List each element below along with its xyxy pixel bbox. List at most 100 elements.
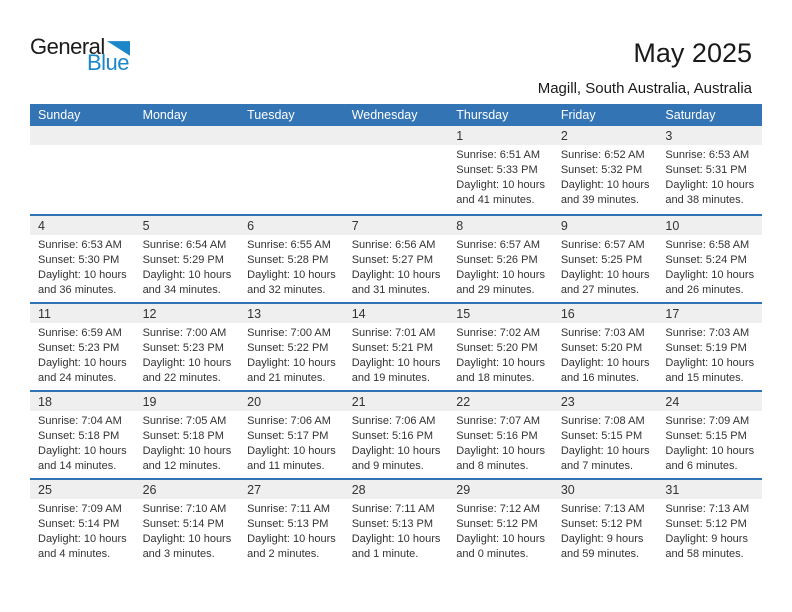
daylight-minutes-text: and 7 minutes.	[560, 460, 633, 472]
day-info: Sunrise: 7:11 AM Sunset: 5:13 PM Daylight:…	[344, 499, 449, 562]
day-number: 6	[239, 216, 344, 235]
day-number: 15	[448, 304, 553, 323]
daylight-hours-text: Daylight: 10 hours	[665, 357, 755, 369]
day-info: Sunrise: 7:01 AM Sunset: 5:21 PM Daylight:…	[344, 323, 449, 386]
daylight-hours-text: Daylight: 10 hours	[38, 357, 127, 369]
sunset-text: Sunset: 5:14 PM	[38, 518, 120, 530]
day-info: Sunrise: 6:59 AM Sunset: 5:23 PM Daylight:…	[30, 323, 135, 386]
day-number: 26	[134, 480, 240, 499]
day-info: Sunrise: 7:11 AM Sunset: 5:13 PM Daylight:…	[239, 499, 344, 562]
day-cell: 11 Sunrise: 6:59 AM Sunset: 5:23 PM Dayligh…	[30, 304, 135, 390]
daylight-hours-text: Daylight: 10 hours	[351, 533, 441, 545]
sunset-text: Sunset: 5:30 PM	[38, 254, 120, 266]
logo-text-blue: Blue	[86, 50, 130, 75]
sunset-text: Sunset: 5:31 PM	[665, 164, 747, 176]
sunset-text: Sunset: 5:13 PM	[247, 518, 329, 530]
daylight-minutes-text: and 34 minutes.	[142, 284, 221, 296]
week-row: 1 Sunrise: 6:51 AM Sunset: 5:33 PM Daylight…	[30, 126, 762, 214]
day-number: 23	[552, 392, 658, 411]
location-subtitle: Magill, South Australia, Australia	[537, 80, 752, 97]
day-info: Sunrise: 6:57 AM Sunset: 5:26 PM Daylight:…	[448, 235, 553, 298]
day-number: 25	[30, 480, 135, 499]
daylight-hours-text: Daylight: 10 hours	[351, 269, 441, 281]
day-cell: 22 Sunrise: 7:07 AM Sunset: 5:16 PM Dayligh…	[448, 392, 553, 478]
sunset-text: Sunset: 5:18 PM	[38, 430, 120, 442]
page-title: May 2025	[633, 38, 752, 68]
day-cell: 8 Sunrise: 6:57 AM Sunset: 5:26 PM Daylight…	[448, 216, 553, 302]
calendar: Sunday Monday Tuesday Wednesday Thursday…	[30, 104, 762, 566]
daylight-minutes-text: and 27 minutes.	[560, 284, 640, 296]
daylight-minutes-text: and 4 minutes.	[38, 548, 111, 560]
day-info: Sunrise: 7:10 AM Sunset: 5:14 PM Daylight:…	[135, 499, 240, 562]
logo-text-general: General	[30, 34, 105, 59]
day-cell: 14 Sunrise: 7:01 AM Sunset: 5:21 PM Dayligh…	[343, 304, 449, 390]
day-number: 1	[448, 126, 553, 145]
daylight-hours-text: Daylight: 10 hours	[560, 357, 650, 369]
daylight-minutes-text: and 58 minutes.	[665, 548, 744, 560]
day-cell: 2 Sunrise: 6:52 AM Sunset: 5:32 PM Daylight…	[552, 126, 658, 214]
day-info: Sunrise: 7:12 AM Sunset: 5:12 PM Daylight:…	[448, 499, 553, 562]
sunrise-text: Sunrise: 7:06 AM	[247, 415, 331, 427]
sunrise-text: Sunrise: 7:11 AM	[351, 503, 435, 515]
day-number: 20	[239, 392, 344, 411]
sunrise-text: Sunrise: 7:05 AM	[142, 415, 227, 427]
daylight-minutes-text: and 19 minutes.	[351, 372, 430, 384]
day-number: 19	[134, 392, 240, 411]
day-number: 21	[343, 392, 449, 411]
day-number: 8	[448, 216, 553, 235]
sunrise-text: Sunrise: 7:03 AM	[560, 327, 645, 339]
sunrise-text: Sunrise: 7:08 AM	[560, 415, 645, 427]
daylight-hours-text: Daylight: 10 hours	[456, 445, 545, 457]
day-cell: 16 Sunrise: 7:03 AM Sunset: 5:20 PM Dayligh…	[552, 304, 658, 390]
logo-triangle-icon	[106, 41, 130, 56]
day-cell: 25 Sunrise: 7:09 AM Sunset: 5:14 PM Dayligh…	[30, 480, 135, 566]
daylight-minutes-text: and 3 minutes.	[142, 548, 215, 560]
empty-day-cell	[343, 126, 449, 214]
daylight-minutes-text: and 32 minutes.	[247, 284, 326, 296]
sunrise-text: Sunrise: 7:13 AM	[560, 503, 645, 515]
daylight-hours-text: Daylight: 10 hours	[247, 357, 336, 369]
sunset-text: Sunset: 5:14 PM	[142, 518, 224, 530]
day-info: Sunrise: 7:06 AM Sunset: 5:17 PM Daylight:…	[239, 411, 344, 474]
sunset-text: Sunset: 5:27 PM	[351, 254, 434, 266]
daylight-minutes-text: and 21 minutes.	[247, 372, 326, 384]
sunrise-text: Sunrise: 7:12 AM	[456, 503, 541, 515]
sunrise-text: Sunrise: 7:00 AM	[142, 327, 227, 339]
day-number: 30	[552, 480, 658, 499]
sunrise-text: Sunrise: 7:03 AM	[665, 327, 750, 339]
sunrise-text: Sunrise: 7:13 AM	[665, 503, 750, 515]
empty-day-cell	[134, 126, 240, 214]
sunrise-text: Sunrise: 7:02 AM	[456, 327, 541, 339]
daylight-minutes-text: and 8 minutes.	[456, 460, 529, 472]
daylight-minutes-text: and 2 minutes.	[247, 548, 320, 560]
day-cell: 13 Sunrise: 7:00 AM Sunset: 5:22 PM Dayligh…	[239, 304, 344, 390]
day-info: Sunrise: 6:54 AM Sunset: 5:29 PM Daylight:…	[135, 235, 240, 298]
day-number: 31	[657, 480, 762, 499]
daylight-hours-text: Daylight: 10 hours	[665, 179, 755, 191]
daylight-hours-text: Daylight: 10 hours	[142, 533, 232, 545]
weekday-header-monday: Monday	[142, 108, 188, 122]
weekday-header-sunday: Sunday	[38, 108, 81, 122]
daylight-minutes-text: and 31 minutes.	[351, 284, 430, 296]
weekday-header-tuesday: Tuesday	[247, 108, 295, 122]
day-cell: 30 Sunrise: 7:13 AM Sunset: 5:12 PM Dayligh…	[552, 480, 658, 566]
sunset-text: Sunset: 5:13 PM	[351, 518, 434, 530]
daylight-hours-text: Daylight: 10 hours	[247, 269, 336, 281]
day-cell: 18 Sunrise: 7:04 AM Sunset: 5:18 PM Dayligh…	[30, 392, 135, 478]
day-number: 29	[448, 480, 553, 499]
daylight-hours-text: Daylight: 9 hours	[665, 533, 748, 545]
daylight-hours-text: Daylight: 10 hours	[665, 269, 755, 281]
day-cell: 31 Sunrise: 7:13 AM Sunset: 5:12 PM Dayligh…	[657, 480, 762, 566]
daylight-hours-text: Daylight: 10 hours	[142, 445, 232, 457]
daylight-hours-text: Daylight: 10 hours	[38, 445, 127, 457]
day-number: 9	[552, 216, 658, 235]
day-number: 4	[30, 216, 135, 235]
daylight-hours-text: Daylight: 10 hours	[456, 269, 545, 281]
empty-day-cell	[30, 126, 135, 214]
daylight-hours-text: Daylight: 10 hours	[560, 269, 650, 281]
sunrise-text: Sunrise: 7:10 AM	[142, 503, 227, 515]
day-number: 24	[657, 392, 762, 411]
day-info: Sunrise: 6:51 AM Sunset: 5:33 PM Daylight:…	[448, 145, 553, 208]
day-info: Sunrise: 7:03 AM Sunset: 5:20 PM Daylight:…	[553, 323, 658, 386]
sunrise-text: Sunrise: 6:51 AM	[456, 149, 541, 161]
